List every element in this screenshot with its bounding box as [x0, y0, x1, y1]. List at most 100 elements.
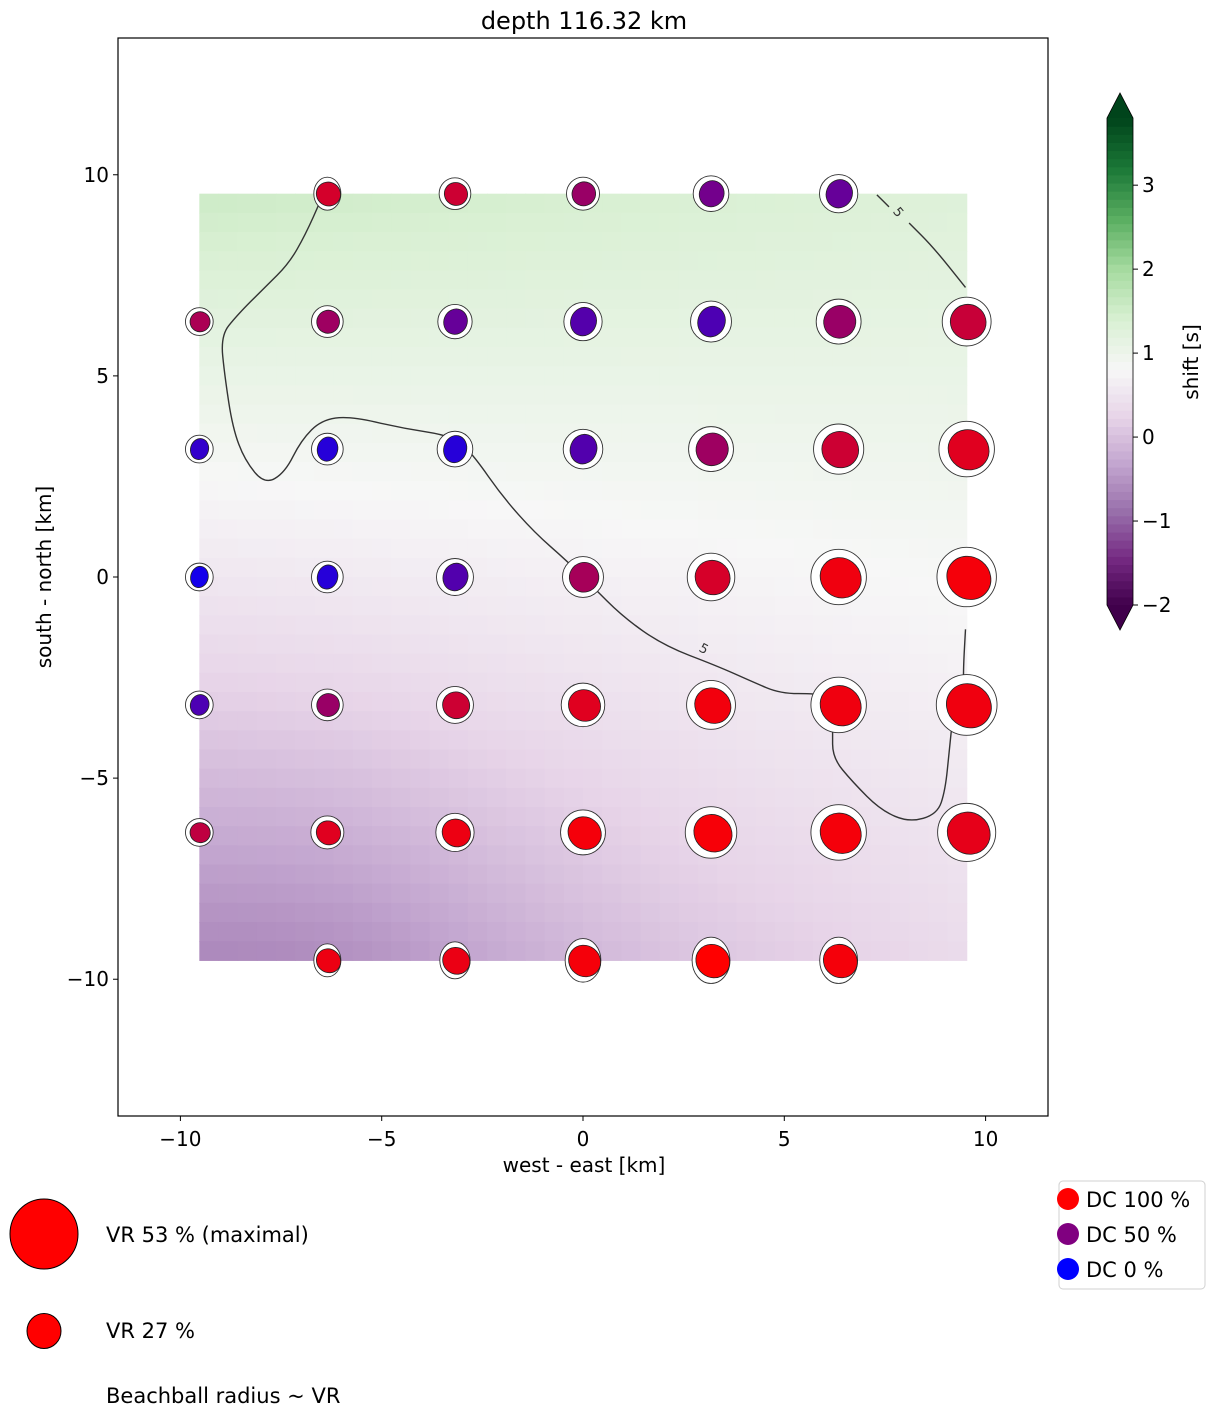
heatmap-cell — [755, 347, 776, 367]
heatmap-cell — [640, 557, 661, 578]
heatmap-cell — [295, 557, 316, 578]
heatmap-cell — [698, 902, 718, 923]
x-axis-label: west - east [km] — [503, 1153, 666, 1177]
heatmap-cell — [755, 462, 776, 482]
heatmap-cell — [736, 922, 757, 942]
heatmap-cell — [256, 423, 277, 444]
heatmap-cell — [276, 366, 296, 386]
heatmap-cell — [506, 807, 527, 827]
heatmap-cell — [774, 538, 795, 559]
heatmap-cell — [774, 500, 795, 521]
heatmap-cell — [256, 500, 277, 521]
heatmap-cell — [506, 596, 527, 616]
beachball — [937, 802, 997, 862]
heatmap-cell — [736, 787, 757, 808]
beachball — [562, 556, 604, 598]
heatmap-cell — [487, 826, 507, 846]
heatmap-cell — [487, 711, 507, 731]
heatmap-cell — [870, 883, 891, 904]
heatmap-cell — [237, 404, 258, 425]
heatmap-cell — [755, 404, 776, 425]
heatmap-cell — [218, 826, 239, 846]
beachball — [439, 941, 471, 980]
heatmap-cell — [371, 941, 392, 961]
heatmap-cell — [506, 404, 527, 425]
heatmap-cell — [602, 634, 622, 655]
heatmap-cell — [314, 212, 335, 233]
heatmap-cell — [256, 826, 277, 846]
heatmap-cell — [640, 404, 661, 425]
heatmap-cell — [410, 768, 431, 789]
heatmap-cell — [371, 404, 392, 425]
heatmap-cell — [391, 327, 411, 348]
heatmap-cell — [659, 557, 680, 578]
heatmap-cell — [410, 922, 431, 942]
heatmap-cell — [352, 807, 373, 827]
heatmap-cell — [314, 768, 335, 789]
heatmap-cell — [755, 366, 776, 386]
heatmap-cell — [832, 615, 853, 636]
heatmap-cell — [774, 653, 795, 674]
heatmap-cell — [429, 538, 450, 559]
heatmap-cell — [736, 404, 757, 425]
heatmap-cell — [295, 500, 316, 521]
heatmap-cell — [218, 730, 239, 751]
heatmap-cell — [391, 270, 411, 291]
heatmap-cell — [794, 289, 814, 310]
heatmap-cell — [794, 462, 814, 482]
heatmap-cell — [717, 749, 738, 770]
heatmap-cell — [237, 807, 258, 827]
heatmap-cell — [544, 423, 565, 444]
heatmap-cell — [698, 366, 718, 386]
heatmap-cell — [410, 596, 431, 616]
heatmap-cell — [909, 538, 929, 559]
heatmap-cell — [851, 404, 872, 425]
heatmap-cell — [889, 289, 910, 310]
colorbar-segment — [1107, 191, 1133, 200]
heatmap-cell — [525, 385, 546, 406]
heatmap-cell — [199, 481, 220, 501]
beachball-compressional-quadrant — [442, 562, 469, 592]
heatmap-cell — [487, 519, 507, 540]
heatmap-cell — [352, 730, 373, 751]
heatmap-cell — [698, 787, 718, 808]
heatmap-cell — [659, 385, 680, 406]
heatmap-cell — [851, 902, 872, 923]
heatmap-cell — [256, 883, 277, 904]
heatmap-cell — [506, 462, 527, 482]
heatmap-cell — [410, 366, 431, 386]
heatmap-cell — [391, 922, 411, 942]
heatmap-cell — [506, 308, 527, 329]
heatmap-cell — [333, 462, 354, 482]
heatmap-cell — [947, 404, 968, 425]
heatmap-cell — [391, 941, 411, 961]
heatmap-cell — [602, 672, 622, 693]
heatmap-cell — [640, 423, 661, 444]
heatmap-cell — [755, 442, 776, 463]
heatmap-cell — [544, 749, 565, 770]
heatmap-cell — [391, 519, 411, 540]
heatmap-cell — [621, 212, 642, 233]
beachball-compressional-quadrant — [695, 943, 731, 979]
heatmap-cell — [813, 519, 833, 540]
heatmap-cell — [659, 807, 680, 827]
heatmap-cell — [774, 557, 795, 578]
beachball — [813, 423, 865, 475]
heatmap-cell — [909, 615, 929, 636]
heatmap-cell — [832, 270, 853, 291]
beachball — [185, 690, 214, 720]
heatmap-cell — [256, 538, 277, 559]
heatmap-cell — [736, 557, 757, 578]
heatmap-cell — [218, 385, 239, 406]
heatmap-cell — [333, 385, 354, 406]
heatmap-cell — [448, 481, 469, 501]
heatmap-cell — [602, 711, 622, 731]
heatmap-cell — [583, 366, 603, 386]
heatmap-cell — [525, 902, 546, 923]
heatmap-cell — [813, 251, 833, 271]
heatmap-cell — [429, 519, 450, 540]
colorbar-segment — [1107, 596, 1133, 606]
heatmap-cell — [832, 749, 853, 770]
heatmap-cell — [295, 692, 316, 712]
heatmap-cell — [429, 481, 450, 501]
